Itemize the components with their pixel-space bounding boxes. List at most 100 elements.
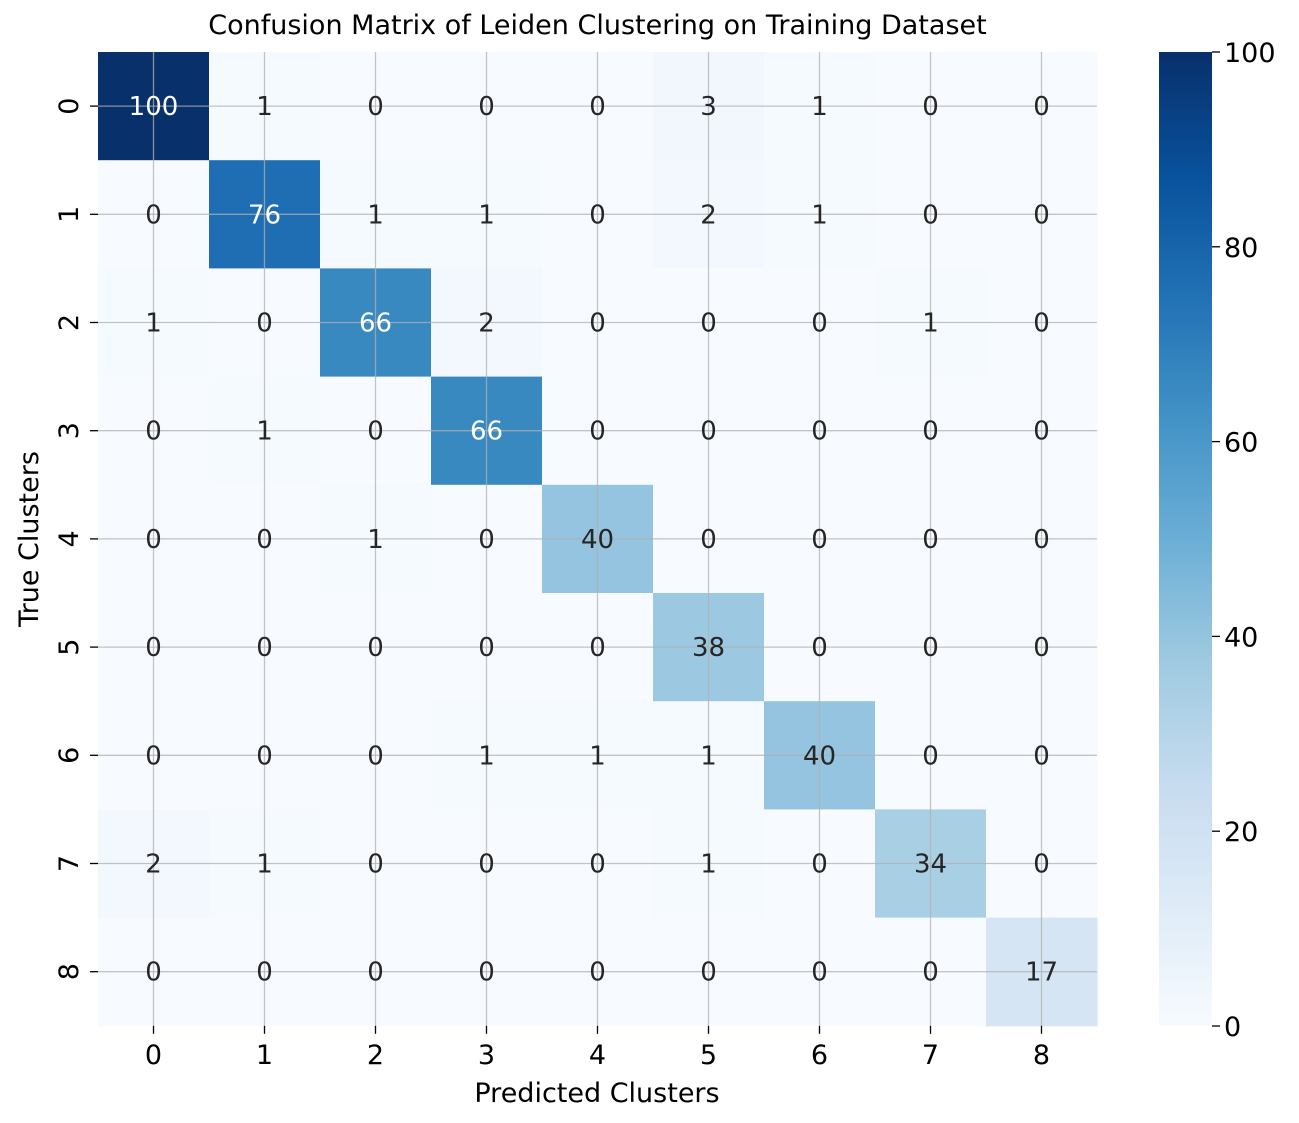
colorbar-tick-label: 80 [1224,233,1258,264]
x-tick-label: 4 [589,1040,606,1071]
cell-value-r3-c8: 0 [1033,417,1050,447]
cell-value-r0-c8: 0 [1033,92,1050,122]
cell-value-r5-c2: 0 [367,633,384,663]
cell-value-r0-c1: 1 [256,92,273,122]
y-tick-label: 5 [54,639,85,656]
cell-value-r1-c0: 0 [145,200,162,230]
x-tick-label: 7 [922,1040,939,1071]
chart-title: Confusion Matrix of Leiden Clustering on… [208,10,987,41]
cell-value-r1-c7: 0 [922,200,939,230]
cell-value-r8-c5: 0 [700,958,717,988]
cell-value-r5-c7: 0 [922,633,939,663]
cell-value-r1-c5: 2 [700,200,717,230]
cell-value-r4-c5: 0 [700,525,717,555]
cell-value-r3-c2: 0 [367,417,384,447]
cell-value-r0-c3: 0 [478,92,495,122]
x-tick-label: 2 [367,1040,384,1071]
y-tick-label: 4 [54,530,85,547]
cell-value-r3-c7: 0 [922,417,939,447]
grid-lines [98,52,1097,1026]
x-tick-label: 5 [700,1040,717,1071]
x-tick-label: 0 [145,1040,162,1071]
colorbar-tick-label: 60 [1224,428,1258,459]
cell-value-r3-c6: 0 [811,417,828,447]
colorbar-gradient [1159,52,1212,1026]
cell-value-r5-c5: 38 [692,633,725,663]
cell-value-r8-c0: 0 [145,958,162,988]
cell-value-r0-c2: 0 [367,92,384,122]
cell-annotations: 100 1 0 0 0 3 1 0 00 76 1 1 0 2 1 0 01 0 66 2 0 0 0 1 00 1 0 66 0 0 0 0… [129,92,1058,988]
cell-value-r6-c4: 1 [589,741,606,771]
cell-value-r5-c6: 0 [811,633,828,663]
cell-value-r5-c8: 0 [1033,633,1050,663]
colorbar-tick-label: 20 [1224,817,1258,848]
cell-value-r3-c5: 0 [700,417,717,447]
cell-value-r1-c6: 1 [811,200,828,230]
x-tick-label: 3 [478,1040,495,1071]
cell-value-r4-c3: 0 [478,525,495,555]
colorbar: 0 20 40 60 80 100 [1159,38,1276,1043]
cell-value-r2-c8: 0 [1033,309,1050,339]
cell-value-r3-c0: 0 [145,417,162,447]
cell-value-r2-c3: 2 [478,309,495,339]
cell-value-r1-c3: 1 [478,200,495,230]
cell-value-r2-c0: 1 [145,309,162,339]
cell-value-r4-c8: 0 [1033,525,1050,555]
colorbar-tick-label: 100 [1224,38,1276,69]
cell-value-r7-c1: 1 [256,850,273,880]
cell-value-r6-c6: 40 [803,741,836,771]
cell-value-r4-c2: 1 [367,525,384,555]
cell-value-r5-c1: 0 [256,633,273,663]
y-tick-label: 3 [54,422,85,439]
cell-value-r3-c1: 1 [256,417,273,447]
x-axis: 0 1 2 3 4 5 6 7 8 [145,1025,1050,1071]
cell-value-r5-c3: 0 [478,633,495,663]
y-axis-label: True Clusters [14,451,45,628]
cell-value-r8-c7: 0 [922,958,939,988]
cell-value-r2-c4: 0 [589,309,606,339]
cell-value-r4-c0: 0 [145,525,162,555]
cell-value-r7-c2: 0 [367,850,384,880]
cell-value-r8-c8: 17 [1025,958,1058,988]
x-tick-label: 1 [256,1040,273,1071]
cell-value-r7-c0: 2 [145,850,162,880]
cell-value-r7-c8: 0 [1033,850,1050,880]
cell-value-r2-c1: 0 [256,309,273,339]
cell-value-r7-c3: 0 [478,850,495,880]
cell-value-r4-c4: 40 [581,525,614,555]
cell-value-r6-c8: 0 [1033,741,1050,771]
cell-value-r6-c5: 1 [700,741,717,771]
cell-value-r0-c0: 100 [129,92,179,122]
cell-value-r8-c2: 0 [367,958,384,988]
y-tick-label: 0 [54,98,85,115]
cell-value-r2-c2: 66 [359,309,392,339]
cell-value-r2-c5: 0 [700,309,717,339]
cell-value-r0-c6: 1 [811,92,828,122]
x-tick-label: 8 [1033,1040,1050,1071]
x-tick-label: 6 [811,1040,828,1071]
cell-value-r0-c7: 0 [922,92,939,122]
y-tick-label: 7 [54,855,85,872]
y-tick-label: 1 [54,206,85,223]
cell-value-r7-c5: 1 [700,850,717,880]
cell-value-r8-c6: 0 [811,958,828,988]
cell-value-r4-c7: 0 [922,525,939,555]
cell-value-r7-c7: 34 [914,850,947,880]
y-tick-label: 8 [54,963,85,980]
y-axis: 0 1 2 3 4 5 6 7 8 [54,98,98,980]
cell-value-r0-c5: 3 [700,92,717,122]
cell-value-r8-c1: 0 [256,958,273,988]
cell-value-r5-c4: 0 [589,633,606,663]
cell-value-r1-c1: 76 [248,200,281,230]
cell-value-r5-c0: 0 [145,633,162,663]
y-tick-label: 2 [54,314,85,331]
cell-value-r8-c3: 0 [478,958,495,988]
colorbar-tick-label: 40 [1224,622,1258,653]
cell-value-r6-c7: 0 [922,741,939,771]
cell-value-r2-c7: 1 [922,309,939,339]
cell-value-r1-c2: 1 [367,200,384,230]
cell-value-r1-c8: 0 [1033,200,1050,230]
x-axis-label: Predicted Clusters [474,1078,719,1109]
cell-value-r3-c4: 0 [589,417,606,447]
